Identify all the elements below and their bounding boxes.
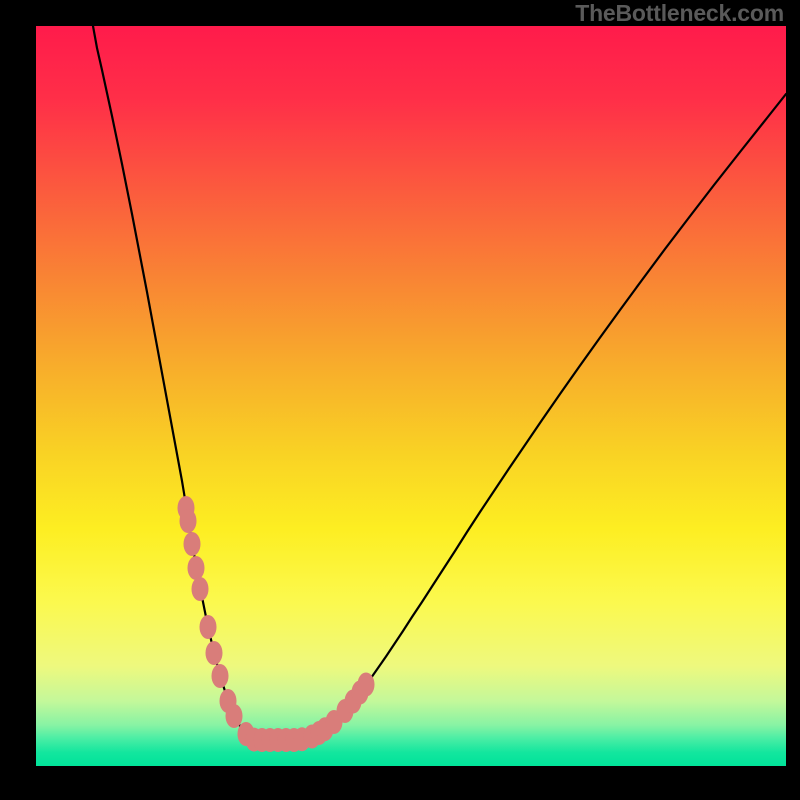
frame-right: [786, 0, 800, 800]
frame-bottom: [0, 766, 800, 800]
plot-area: [36, 26, 786, 766]
frame-left: [0, 0, 36, 800]
watermark-text: TheBottleneck.com: [575, 0, 784, 27]
gradient-background: [36, 26, 786, 766]
